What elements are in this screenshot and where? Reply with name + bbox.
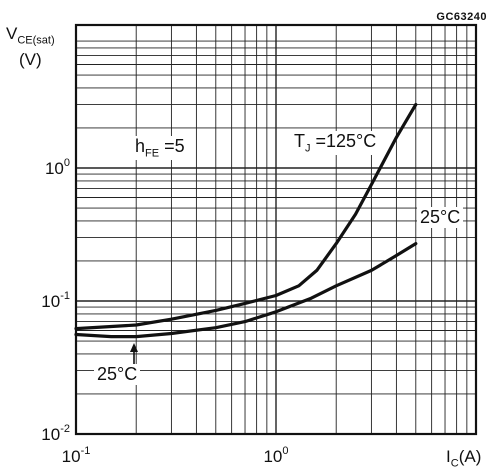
x-tick-label: 10-1 [62, 445, 91, 466]
series-line-125c [74, 102, 418, 331]
x-tick-label: 100 [263, 445, 288, 466]
annotation-arrow [130, 343, 138, 366]
arrow-head [130, 343, 138, 352]
x-axis-symbol: I [446, 447, 451, 466]
plot-frame [74, 23, 478, 436]
x-axis-subscript: C [450, 457, 459, 470]
tj-symbol: T [294, 131, 305, 151]
label-25c-bottom: 25°C [94, 364, 141, 385]
y-tick-label: 10-1 [41, 290, 70, 311]
hfe-value: =5 [159, 136, 185, 156]
y-axis-label: VCE(sat) (V) [6, 24, 55, 69]
figure-id: GC63240 [436, 11, 487, 23]
y-axis-unit: (V) [18, 50, 42, 70]
major-grid [76, 25, 476, 434]
x-axis-label: IC(A) [446, 447, 481, 469]
y-tick-label: 100 [45, 157, 70, 178]
tj-subscript: J [305, 142, 311, 155]
y-axis-symbol: V [6, 24, 18, 43]
tj-annotation: TJ =125°C [291, 131, 380, 155]
series-group [74, 102, 418, 339]
hfe-annotation: hFE =5 [132, 136, 188, 160]
hfe-subscript: FE [145, 147, 160, 160]
hfe-symbol: h [135, 136, 146, 156]
tj-value: =125°C [310, 131, 377, 151]
y-axis-subscript: CE(sat) [17, 34, 55, 47]
series-line-25c [74, 242, 418, 339]
y-tick-label: 10-2 [41, 423, 70, 444]
x-axis-unit: (A) [458, 447, 482, 466]
label-25c-right: 25°C [417, 207, 464, 228]
